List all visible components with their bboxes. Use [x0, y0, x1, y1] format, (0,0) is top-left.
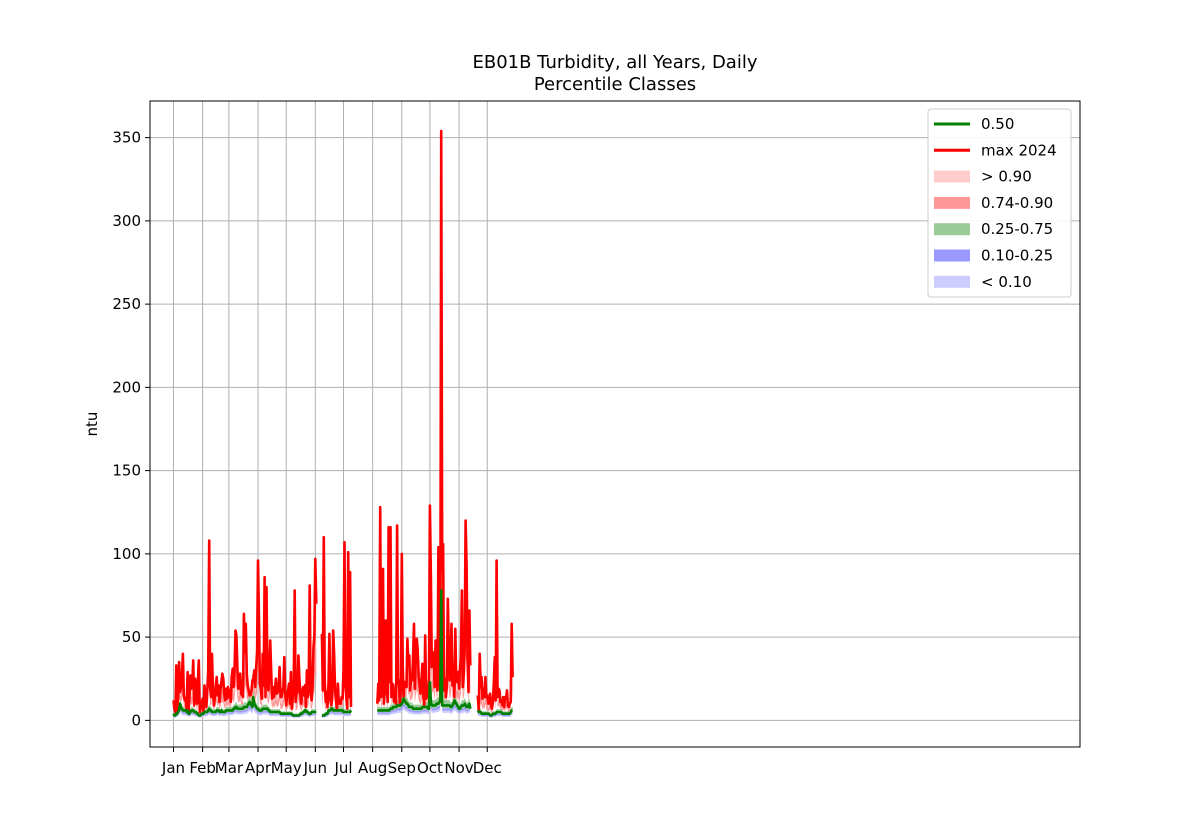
- y-tick-label: 50: [122, 628, 141, 646]
- series-median: [321, 707, 353, 717]
- legend-label: 0.10-0.25: [981, 247, 1053, 265]
- x-tick-label: Apr: [245, 759, 272, 777]
- band-below-10: [173, 705, 317, 718]
- y-tick-label: 100: [112, 545, 141, 563]
- band-below-10: [321, 712, 351, 718]
- y-tick-label: 150: [112, 462, 141, 480]
- series-max-2024: [376, 129, 472, 707]
- y-tick-label: 350: [112, 129, 141, 147]
- y-tick-label: 0: [131, 711, 141, 729]
- series-max-2024: [172, 539, 318, 716]
- x-tick-label: May: [271, 759, 302, 777]
- y-axis-label: ntu: [83, 412, 101, 437]
- legend-swatch-patch: [934, 249, 970, 262]
- x-tick-label: Mar: [215, 759, 244, 777]
- legend-label: 0.74-0.90: [981, 194, 1053, 212]
- legend-swatch-patch: [934, 196, 970, 209]
- band-below-10: [477, 713, 513, 718]
- series-max-2024: [476, 559, 514, 714]
- x-tick-label: Feb: [189, 759, 216, 777]
- legend-label: max 2024: [981, 141, 1057, 159]
- legend-swatch-patch: [934, 170, 970, 183]
- x-tick-label: Dec: [473, 759, 502, 777]
- legend-label: 0.50: [981, 115, 1014, 133]
- series-median: [172, 695, 317, 717]
- x-tick-label: Jul: [333, 759, 352, 777]
- x-tick-label: Sep: [388, 759, 416, 777]
- x-tick-label: Oct: [417, 759, 443, 777]
- x-tick-label: Nov: [444, 759, 473, 777]
- plot-frame: [149, 100, 1081, 748]
- legend: 0.50 max 2024 > 0.90 0.74-0.90 0.25-0.75 0.10…: [927, 108, 1072, 298]
- series-max-2024: [320, 535, 353, 712]
- x-tick-label: Jan: [161, 759, 185, 777]
- series-median: [476, 709, 514, 717]
- legend-label: < 0.10: [981, 273, 1032, 291]
- y-tick-label: 200: [112, 378, 141, 396]
- y-axis: 0 50 100 150 200 250 300 350: [112, 129, 150, 729]
- band-10-25: [173, 701, 317, 718]
- legend-label: 0.25-0.75: [981, 220, 1053, 238]
- chart-subtitle: Percentile Classes: [534, 74, 696, 95]
- series-median: [376, 589, 472, 712]
- legend-swatch-patch: [934, 223, 970, 236]
- band-10-25: [477, 712, 513, 718]
- legend-swatch-patch: [934, 275, 970, 288]
- chart-title: EB01B Turbidity, all Years, Daily: [472, 52, 757, 73]
- y-tick-label: 250: [112, 295, 141, 313]
- x-tick-label: Jun: [303, 759, 327, 777]
- x-tick-label: Aug: [358, 759, 387, 777]
- legend-label: > 0.90: [981, 168, 1032, 186]
- y-tick-label: 300: [112, 212, 141, 230]
- series-layer: [172, 129, 514, 718]
